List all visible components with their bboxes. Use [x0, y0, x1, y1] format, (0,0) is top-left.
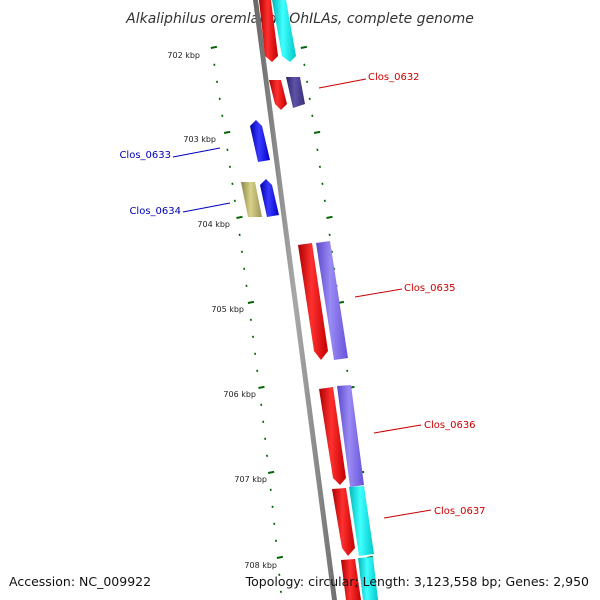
ruler-tick [300, 45, 308, 49]
gene-feature-cyan [358, 557, 378, 600]
ruler-tick [223, 130, 231, 134]
gene-label-clos-0632: Clos_0632 [368, 72, 420, 83]
gene-feature-cyan [272, 0, 296, 62]
gene-feature-red [341, 559, 361, 600]
ruler-tick-label: 702 kbp [167, 51, 200, 60]
gene-labels: Clos_0632 Clos_0633 Clos_0634 Clos_0635 … [119, 72, 485, 517]
ruler-tick [236, 215, 243, 219]
ruler-tick [267, 470, 275, 474]
gene-feature-red [269, 80, 287, 110]
genome-backbone [253, 0, 337, 600]
gene-label-line [373, 424, 422, 434]
ruler-tick-label: 707 kbp [234, 475, 267, 484]
ruler-tick [276, 555, 284, 559]
gene-label-line [383, 509, 432, 519]
ruler-tick [313, 130, 321, 134]
gene-feature-red [259, 0, 278, 62]
map-title: Alkaliphilus oremlandii OhILAs, complete… [125, 11, 474, 27]
gene-label-clos-0633: Clos_0633 [119, 150, 171, 161]
gene-feature-cyan [349, 486, 374, 556]
ruler-tick [326, 215, 333, 219]
gene-label-clos-0636: Clos_0636 [424, 420, 476, 431]
gene-label-line [182, 202, 231, 213]
gene-feature-purple [316, 241, 348, 360]
gene-label-clos-0637: Clos_0637 [434, 506, 486, 517]
gene-feature-red [298, 243, 328, 360]
accession-text: Accession: NC_009922 [9, 574, 152, 589]
gene-label-line [354, 288, 403, 298]
gene-feature-blue [250, 120, 270, 162]
gene-feature-red [319, 387, 346, 485]
gene-label-clos-0635: Clos_0635 [404, 283, 456, 294]
ruler-labels: 702 kbp 703 kbp 704 kbp 705 kbp 706 kbp … [167, 51, 277, 570]
gene-feature-olive [241, 182, 262, 217]
gene-label-clos-0634: Clos_0634 [129, 206, 181, 217]
gene-label-line [318, 78, 367, 89]
gene-features [241, 0, 378, 600]
ruler-tick [210, 45, 218, 49]
ruler-tick-label: 706 kbp [223, 390, 256, 399]
ruler-tick-label: 704 kbp [197, 220, 230, 229]
gene-label-lines [172, 78, 432, 519]
topology-text: Topology: circular; Length: 3,123,558 bp… [245, 574, 589, 589]
gene-feature-dark-purple [286, 77, 305, 108]
ruler-tick-label: 705 kbp [211, 305, 244, 314]
gene-feature-red [332, 488, 355, 556]
ruler-tick-label: 708 kbp [244, 561, 277, 570]
gene-feature-purple [337, 385, 364, 487]
ruler-tick [258, 385, 265, 389]
ruler-tick-label: 703 kbp [183, 135, 216, 144]
gene-feature-blue [260, 179, 279, 217]
gene-label-line [172, 147, 221, 158]
ruler-tick [247, 300, 255, 304]
